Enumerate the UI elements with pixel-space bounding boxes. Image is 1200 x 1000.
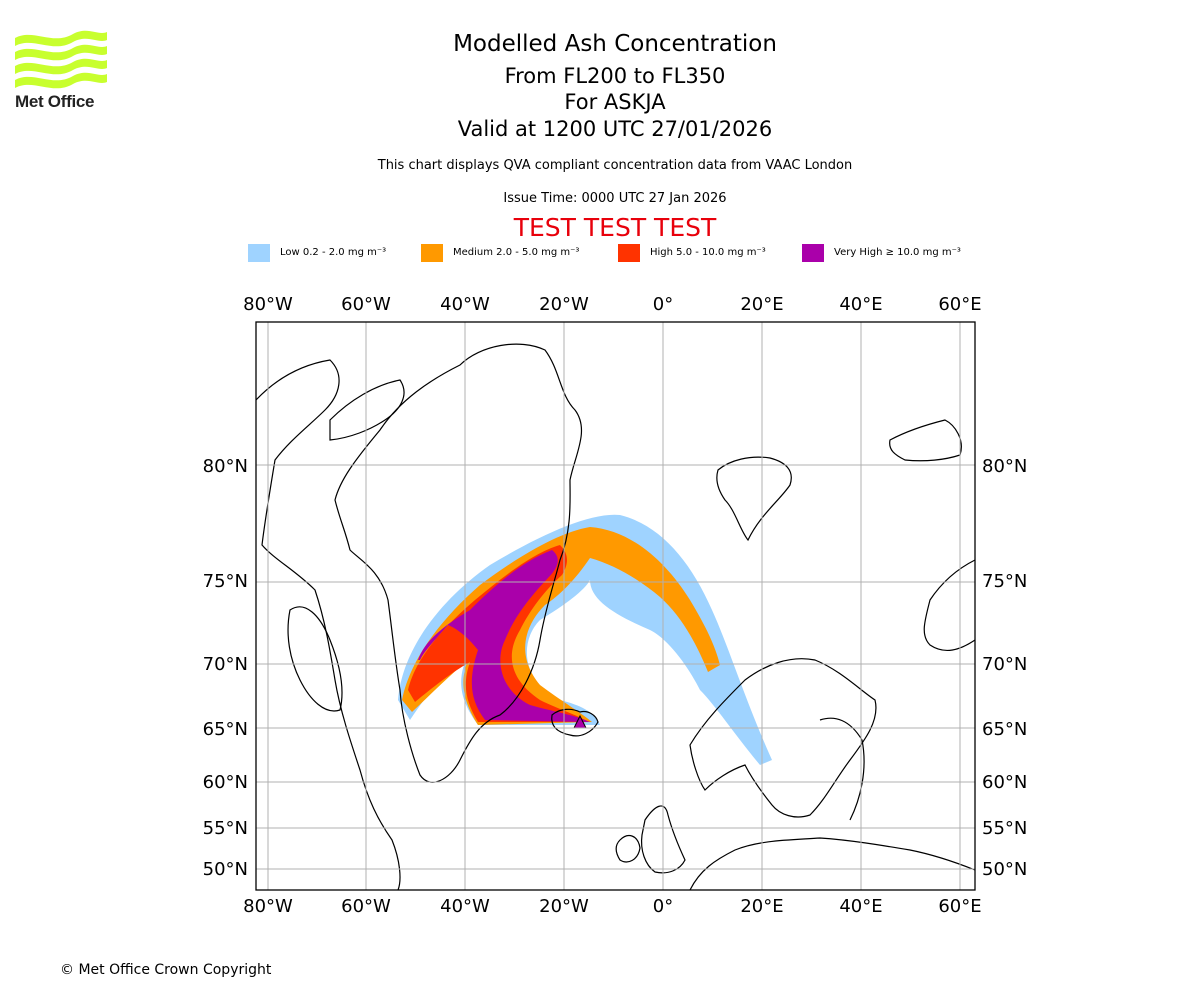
- legend-label-very-high: Very High ≥ 10.0 mg m⁻³: [834, 247, 961, 258]
- met-office-logo: [15, 30, 107, 89]
- copyright-notice: © Met Office Crown Copyright: [60, 962, 272, 978]
- lon-labels-top: 80°W 60°W 40°W 20°W 0° 20°E 40°E 60°E: [243, 294, 981, 315]
- legend-label-high: High 5.0 - 10.0 mg m⁻³: [650, 247, 766, 258]
- legend-swatch-very-high: [802, 244, 824, 262]
- lat-label-left: 75°N: [203, 571, 248, 592]
- disclaimer: This chart displays QVA compliant concen…: [377, 158, 853, 173]
- lon-label-top: 20°W: [539, 294, 589, 315]
- map-frame: [255, 321, 976, 891]
- lon-labels-bottom: 80°W 60°W 40°W 20°W 0° 20°E 40°E 60°E: [243, 896, 981, 917]
- lat-label-left: 65°N: [203, 719, 248, 740]
- lon-label-top: 20°E: [740, 294, 783, 315]
- baffin-coast: [287, 606, 343, 712]
- lon-label-bottom: 20°W: [539, 896, 589, 917]
- greenland-coast: [334, 343, 583, 783]
- lat-label-left: 70°N: [203, 654, 248, 675]
- ireland-coast: [615, 834, 641, 863]
- chart-title: Modelled Ash Concentration: [453, 31, 777, 57]
- lat-label-right: 70°N: [982, 654, 1027, 675]
- legend-swatch-medium: [421, 244, 443, 262]
- lon-label-top: 60°W: [341, 294, 391, 315]
- test-banner: TEST TEST TEST: [513, 213, 717, 242]
- lat-label-right: 55°N: [982, 818, 1027, 839]
- lat-labels-right: 80°N 75°N 70°N 65°N 60°N 55°N 50°N: [982, 456, 1027, 880]
- svalbard-coast: [716, 456, 792, 542]
- legend-swatch-high: [618, 244, 640, 262]
- lon-label-top: 80°W: [243, 294, 293, 315]
- lat-label-left: 80°N: [203, 456, 248, 477]
- canada-coast: [256, 359, 401, 890]
- legend-label-medium: Medium 2.0 - 5.0 mg m⁻³: [453, 247, 580, 258]
- lon-label-bottom: 40°W: [440, 896, 490, 917]
- lon-label-bottom: 60°E: [938, 896, 981, 917]
- lat-label-right: 60°N: [982, 772, 1027, 793]
- lat-label-right: 80°N: [982, 456, 1027, 477]
- russia-coast: [923, 559, 975, 652]
- scandinavia-coast: [689, 658, 877, 818]
- lat-label-right: 75°N: [982, 571, 1027, 592]
- lat-label-right: 65°N: [982, 719, 1027, 740]
- map-content: [256, 343, 975, 890]
- graticule: [256, 322, 975, 890]
- lon-label-top: 60°E: [938, 294, 981, 315]
- lat-label-left: 55°N: [203, 818, 248, 839]
- lon-label-bottom: 60°W: [341, 896, 391, 917]
- lon-label-bottom: 0°: [653, 896, 673, 917]
- legend-swatch-low: [248, 244, 270, 262]
- logo-wordmark: Met Office: [15, 92, 95, 111]
- lon-label-bottom: 40°E: [839, 896, 882, 917]
- ellesmere-coast: [329, 379, 405, 441]
- ash-very-high-area: [418, 550, 590, 722]
- lon-label-bottom: 20°E: [740, 896, 783, 917]
- iceland-coast: [551, 708, 599, 737]
- lon-label-top: 40°E: [839, 294, 882, 315]
- baltic-coast: [819, 717, 865, 821]
- valid-time: Valid at 1200 UTC 27/01/2026: [457, 117, 773, 141]
- coastlines: [256, 343, 975, 890]
- lon-label-bottom: 80°W: [243, 896, 293, 917]
- lat-labels-left: 80°N 75°N 70°N 65°N 60°N 55°N 50°N: [203, 456, 248, 880]
- lat-label-right: 50°N: [982, 859, 1027, 880]
- lat-label-left: 60°N: [203, 772, 248, 793]
- issue-time: Issue Time: 0000 UTC 27 Jan 2026: [503, 191, 727, 206]
- lon-label-top: 0°: [653, 294, 673, 315]
- lon-label-top: 40°W: [440, 294, 490, 315]
- flight-levels: From FL200 to FL350: [504, 64, 726, 88]
- volcano-name: For ASKJA: [564, 90, 666, 114]
- europe-coast: [689, 837, 975, 890]
- great-britain-coast: [640, 805, 686, 874]
- lat-label-left: 50°N: [203, 859, 248, 880]
- legend-label-low: Low 0.2 - 2.0 mg m⁻³: [280, 247, 387, 258]
